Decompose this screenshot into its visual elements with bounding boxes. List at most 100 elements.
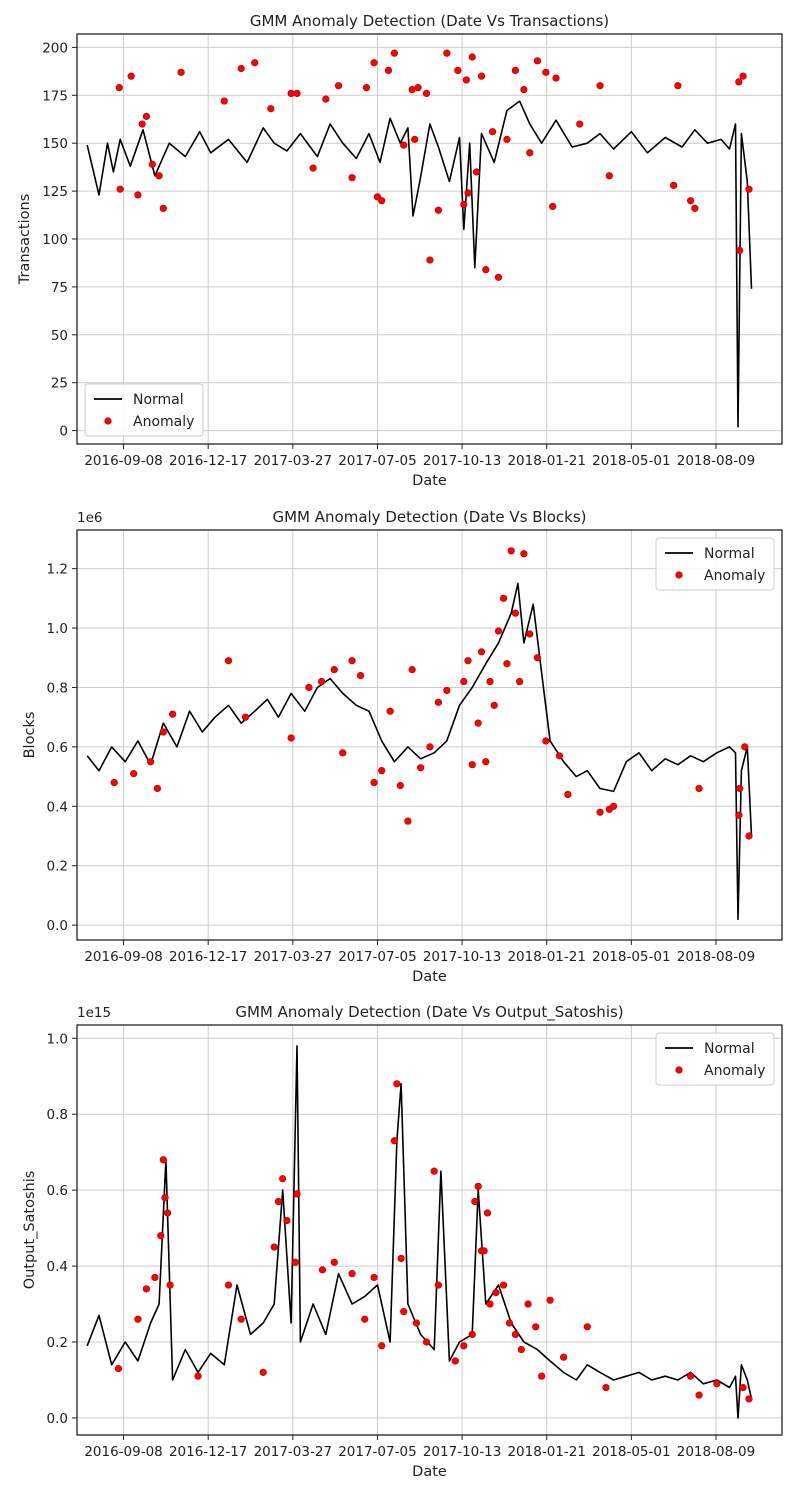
anomaly-point xyxy=(378,1342,386,1350)
anomaly-point xyxy=(274,1197,283,1206)
anomaly-point xyxy=(166,1281,174,1289)
y-tick-label: 0.8 xyxy=(47,680,68,696)
anomaly-point xyxy=(516,677,524,686)
anomaly-point xyxy=(142,112,150,120)
y-tick-label: 1.0 xyxy=(47,1031,68,1047)
legend-anomaly-swatch xyxy=(104,417,112,425)
anomaly-point xyxy=(348,657,356,665)
y-tick-label: 0.4 xyxy=(47,1259,68,1275)
anomaly-point xyxy=(745,1395,753,1403)
legend-box xyxy=(655,537,775,591)
anomaly-point xyxy=(555,752,564,760)
anomaly-point xyxy=(517,1345,525,1354)
anomaly-point xyxy=(511,1330,520,1338)
anomaly-point xyxy=(110,778,118,787)
x-tick-label: 2018-01-21 xyxy=(507,949,585,965)
normal-series-line xyxy=(86,1045,753,1419)
y-tick-label: 100 xyxy=(42,232,68,248)
anomaly-point xyxy=(270,1243,278,1251)
x-tick-label: 2018-08-09 xyxy=(677,453,755,469)
anomaly-point xyxy=(524,1300,532,1308)
y-tick-label: 0.6 xyxy=(47,1183,68,1199)
anomaly-point xyxy=(370,778,378,787)
anomaly-point xyxy=(430,1167,438,1175)
anomaly-point xyxy=(224,1281,233,1289)
anomaly-point xyxy=(486,1300,494,1308)
anomaly-point xyxy=(259,1368,267,1376)
anomaly-point xyxy=(499,594,508,602)
x-tick-label: 2017-03-27 xyxy=(254,949,332,965)
anomaly-point xyxy=(739,72,747,80)
anomaly-point xyxy=(370,1273,378,1282)
anomaly-point xyxy=(494,273,503,281)
legend-normal-label: Normal xyxy=(704,1041,755,1057)
anomaly-point xyxy=(460,677,468,686)
anomaly-point xyxy=(334,82,343,90)
anomaly-point xyxy=(356,671,365,680)
legend: Normal Anomaly xyxy=(655,537,775,591)
anomaly-point xyxy=(533,57,542,65)
x-tick-label: 2018-08-09 xyxy=(677,949,755,965)
anomaly-point xyxy=(157,1232,165,1240)
anomaly-point xyxy=(293,1190,301,1198)
anomaly-point xyxy=(251,59,259,67)
y-tick-label: 0.2 xyxy=(47,1335,68,1351)
x-axis-label: Date xyxy=(412,1464,447,1480)
x-tick-label: 2016-12-17 xyxy=(169,949,247,965)
normal-series-line xyxy=(86,582,753,921)
anomaly-point xyxy=(116,185,124,193)
anomaly-point xyxy=(114,1364,123,1373)
anomaly-point xyxy=(400,1308,408,1316)
anomaly-point xyxy=(283,1216,291,1225)
anomaly-point xyxy=(609,802,618,810)
legend-anomaly-label: Anomaly xyxy=(704,1063,765,1079)
x-tick-label: 2018-08-09 xyxy=(677,1444,755,1460)
anomaly-point xyxy=(287,734,295,742)
anomaly-point xyxy=(159,1156,167,1164)
anomaly-point xyxy=(370,59,378,67)
anomaly-point xyxy=(538,1372,546,1380)
anomaly-point xyxy=(552,74,560,82)
legend-anomaly-swatch xyxy=(675,571,683,579)
anomaly-point xyxy=(339,749,347,757)
anomaly-point xyxy=(605,172,613,180)
anomaly-point xyxy=(460,1342,468,1350)
anomaly-point xyxy=(520,85,528,94)
anomaly-point xyxy=(564,790,572,799)
anomaly-point xyxy=(322,95,330,103)
anomaly-point xyxy=(542,737,550,745)
chart-panel-2: 2016-09-08 2016-12-17 2017-03-27 2017-07-05… xyxy=(22,508,783,985)
y-tick-label: 75 xyxy=(51,280,68,296)
anomaly-point xyxy=(695,1391,703,1399)
anomaly-point xyxy=(169,710,177,718)
y-tick-label: 0.8 xyxy=(47,1107,68,1123)
anomaly-point xyxy=(464,189,472,197)
x-tick-label: 2016-09-08 xyxy=(84,453,162,469)
anomaly-point xyxy=(474,719,482,727)
legend-anomaly-label: Anomaly xyxy=(133,414,194,430)
anomaly-point xyxy=(443,49,451,57)
anomaly-point xyxy=(542,68,550,76)
y-tick-label: 150 xyxy=(42,136,68,152)
x-tick-label: 2016-12-17 xyxy=(169,453,247,469)
y-axis-label: Output_Satoshis xyxy=(22,1171,38,1290)
anomaly-point xyxy=(151,1273,159,1282)
axis-offset-label: 1e6 xyxy=(77,510,102,526)
anomaly-point xyxy=(393,1080,401,1088)
anomaly-point xyxy=(486,677,494,686)
legend-box xyxy=(84,383,204,437)
anomaly-point xyxy=(147,758,155,766)
anomaly-point xyxy=(138,120,146,128)
y-tick-label: 0 xyxy=(59,424,68,440)
anomaly-point xyxy=(177,68,185,76)
anomaly-point xyxy=(115,84,123,92)
x-tick-label: 2018-01-21 xyxy=(507,453,585,469)
anomaly-point xyxy=(499,1281,508,1289)
anomaly-point xyxy=(194,1372,202,1380)
y-tick-label: 1.0 xyxy=(47,621,68,637)
y-tick-label: 175 xyxy=(42,88,68,104)
x-tick-label: 2018-01-21 xyxy=(507,1444,585,1460)
y-tick-label: 200 xyxy=(42,40,68,56)
anomaly-point xyxy=(426,256,434,264)
